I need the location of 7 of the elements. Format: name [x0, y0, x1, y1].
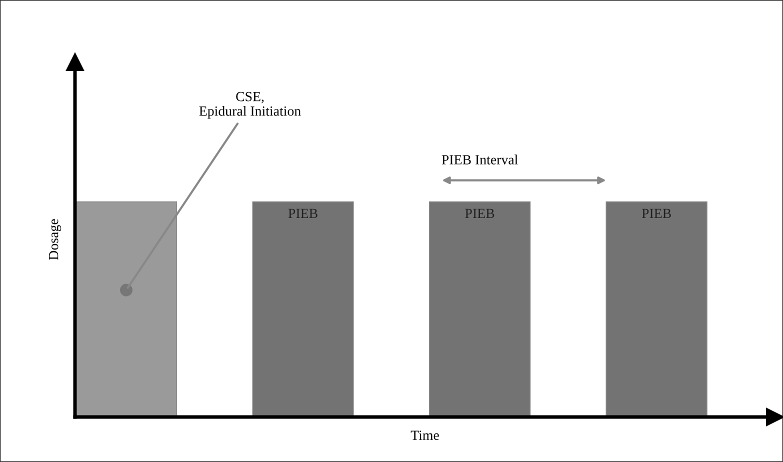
annotation: PIEB	[288, 208, 318, 218]
text: CSE, Epidural Initiation	[199, 92, 301, 119]
annotation: PIEB	[465, 208, 494, 218]
annotation: PIEB	[642, 208, 671, 218]
y-axis-title: Dosage	[49, 219, 62, 260]
text: PIEB Interval	[442, 154, 518, 164]
x-axis-title: Time	[410, 430, 439, 440]
